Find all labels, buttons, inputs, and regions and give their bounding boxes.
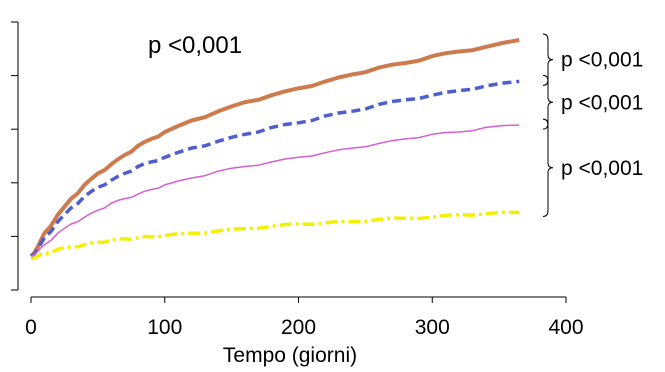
x-tick-label: 300 (415, 316, 450, 339)
p-value-label-main: p <0,001 (148, 32, 242, 59)
p-value-label-bracket-3: p <0,001 (561, 157, 643, 180)
x-tick-label: 400 (548, 316, 583, 339)
x-axis-title: Tempo (giorni) (223, 344, 357, 367)
bracket-2 (542, 74, 554, 130)
annotation-layer: p <0,001 p <0,001 p <0,001 p <0,001 (148, 32, 643, 217)
p-value-label-bracket-2: p <0,001 (561, 91, 643, 114)
series-layer (29, 38, 520, 261)
series-line-1 (29, 38, 520, 258)
bracket-1 (542, 33, 554, 86)
bracket-3 (542, 118, 554, 217)
x-tick-label: 0 (25, 316, 37, 339)
series-line-2 (29, 79, 520, 258)
x-tick-label: 200 (281, 316, 316, 339)
series-line-3 (30, 124, 520, 257)
axes: 0 100 200 300 400 (11, 21, 584, 339)
series-line-4 (30, 210, 520, 261)
p-value-label-bracket-1: p <0,001 (561, 49, 643, 72)
x-tick-label: 100 (147, 316, 182, 339)
